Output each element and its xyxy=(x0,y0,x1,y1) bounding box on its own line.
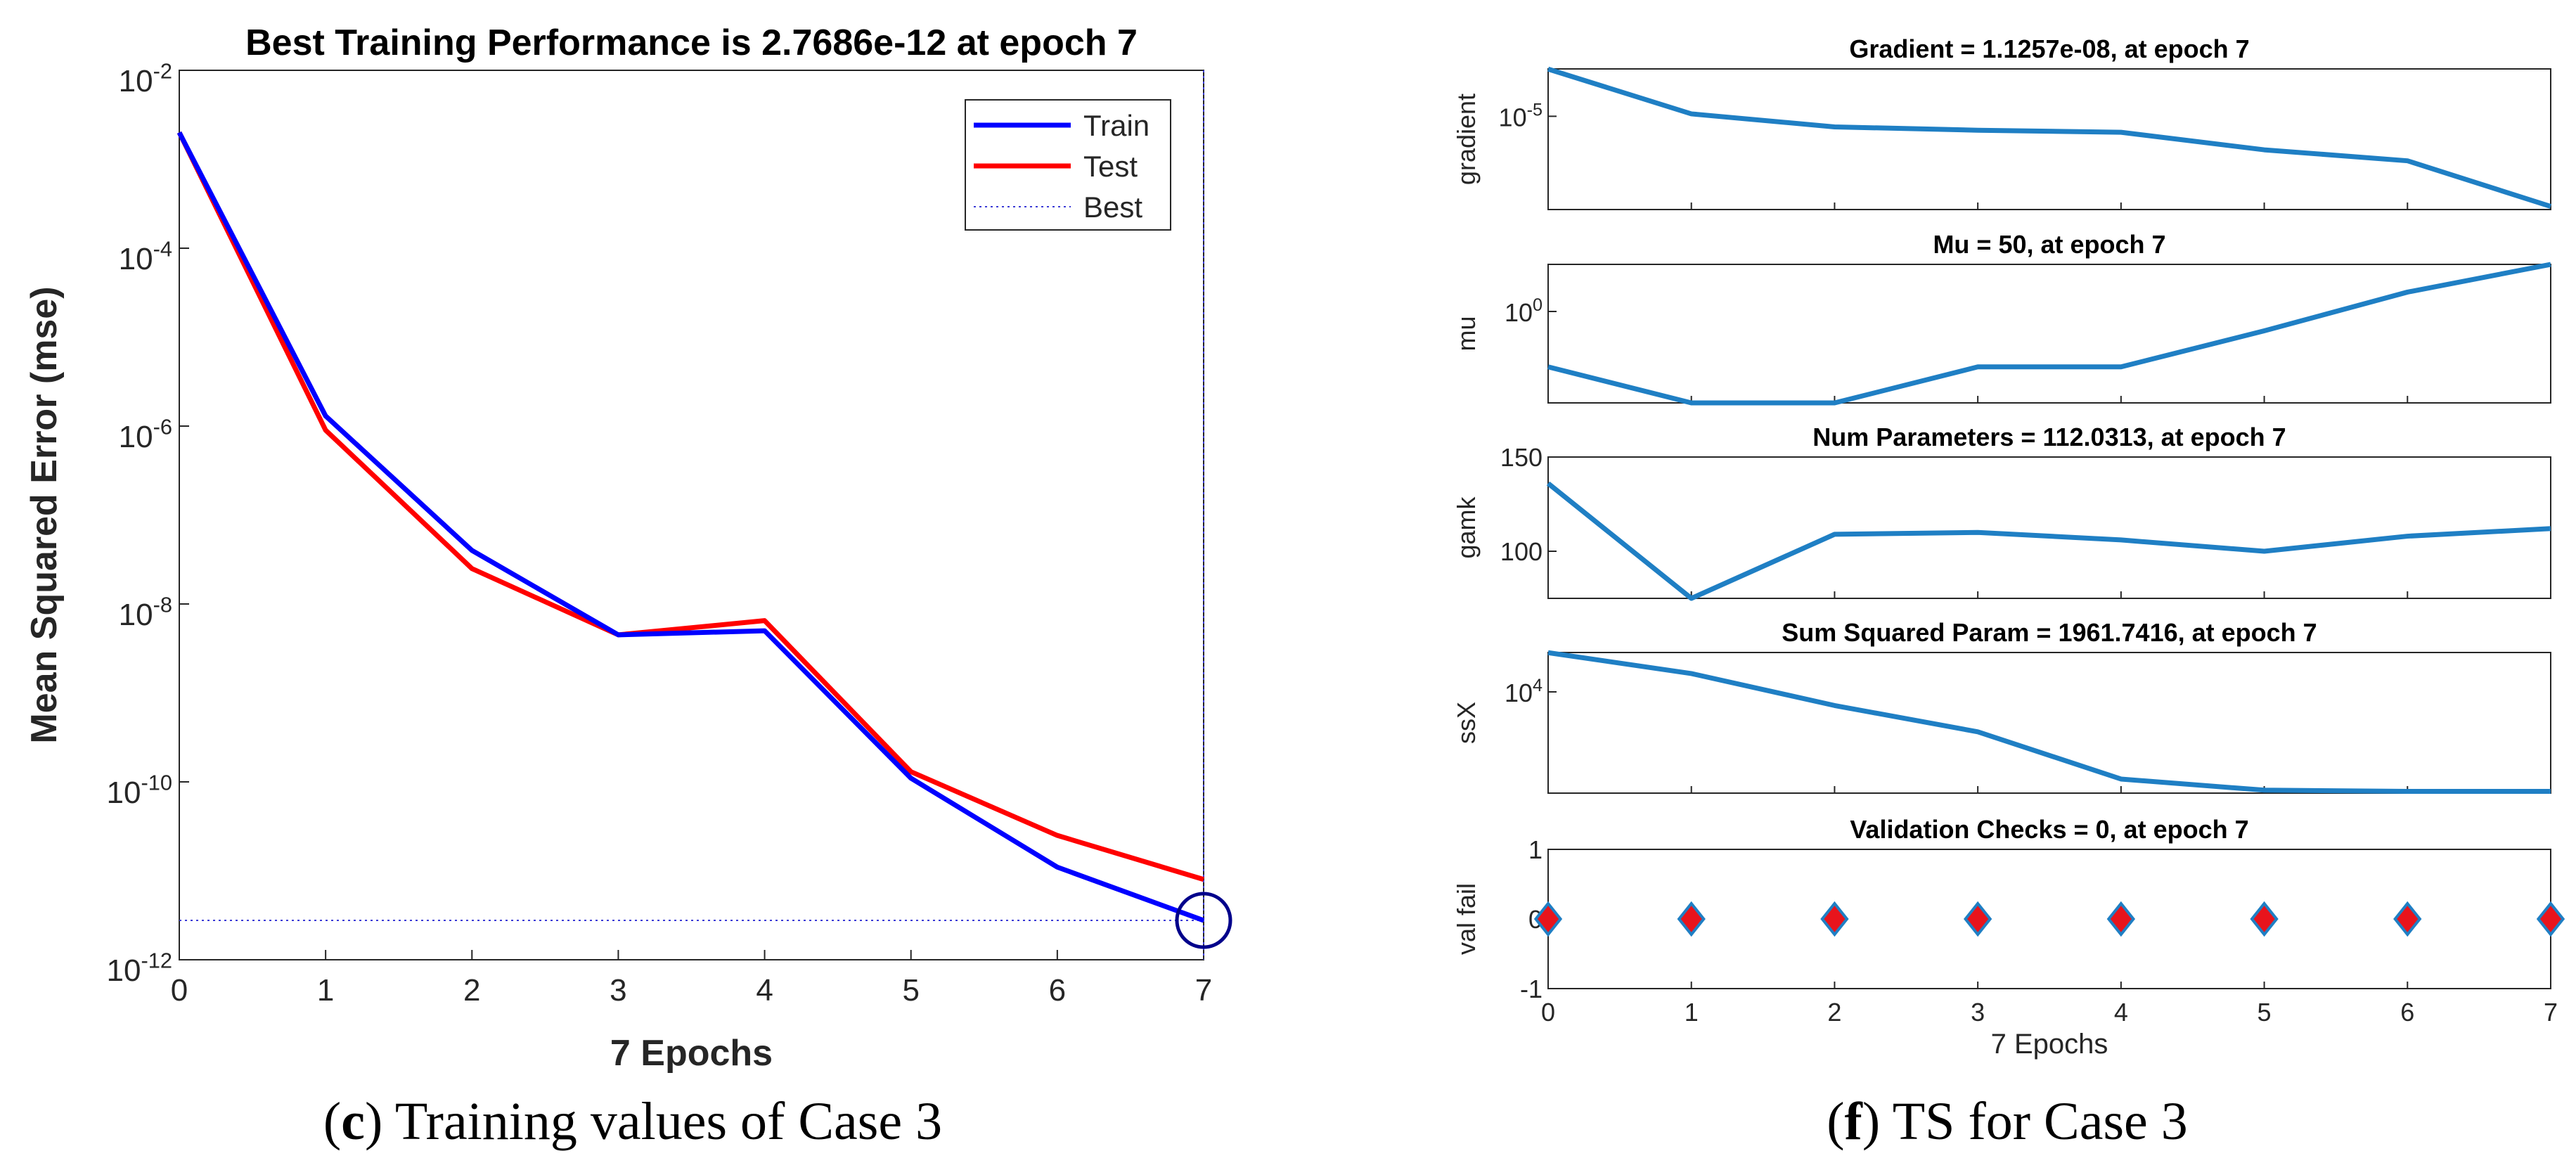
subplot-title-mu: Mu = 50, at epoch 7 xyxy=(1933,230,2165,259)
right-caption: (f) TS for Case 3 xyxy=(1827,1092,2188,1151)
subplot-mu: Mu = 50, at epoch 7 mu 100 xyxy=(1452,230,2551,406)
y-tick-label: 1 xyxy=(1528,835,1543,864)
legend-label-test: Test xyxy=(1083,150,1138,183)
subplot-xlabel-valfail: 7 Epochs xyxy=(1991,1029,2108,1060)
subplot-area-ssx xyxy=(1547,652,2551,794)
x-tick-label: 0 xyxy=(171,973,188,1008)
subplot-area-mu xyxy=(1547,264,2551,404)
subplot-area-gamk xyxy=(1547,456,2551,599)
val-fail-point xyxy=(2536,901,2565,937)
subplot-area-gradient xyxy=(1547,68,2551,210)
subplot-title-gamk: Num Parameters = 112.0313, at epoch 7 xyxy=(1812,423,2286,451)
subplot-ylabel-ssx: ssX xyxy=(1452,702,1481,744)
x-tick-label: 5 xyxy=(2258,998,2272,1027)
series-line-gradient xyxy=(1547,66,2552,209)
x-tick-label: 7 xyxy=(2544,998,2558,1027)
x-tick-label: 3 xyxy=(610,973,626,1008)
y-tick-label: -1 xyxy=(1520,975,1543,1003)
subplot-ylabel-gamk: gamk xyxy=(1452,496,1481,558)
subplot-gradient: Gradient = 1.1257e-08, at epoch 7 gradien… xyxy=(1452,34,2552,210)
val-fail-point xyxy=(2250,901,2279,937)
x-tick-label: 7 xyxy=(1195,973,1212,1008)
y-tick-label: 10-6 xyxy=(119,415,172,454)
subplot-ssx: Sum Squared Param = 1961.7416, at epoch … xyxy=(1452,618,2551,794)
val-fail-point xyxy=(1820,901,1849,937)
best-point-marker xyxy=(1175,892,1232,949)
series-line-train xyxy=(176,131,1205,923)
series-line-test xyxy=(176,131,1205,882)
subplot-title-gradient: Gradient = 1.1257e-08, at epoch 7 xyxy=(1849,34,2249,63)
x-tick-label: 3 xyxy=(1971,998,1985,1027)
series-line-mu xyxy=(1547,262,2551,406)
y-tick-label: 104 xyxy=(1505,676,1543,707)
x-tick-label: 6 xyxy=(1049,973,1066,1008)
x-tick-label: 4 xyxy=(756,973,773,1008)
subplot-gamk: Num Parameters = 112.0313, at epoch 7 gam… xyxy=(1452,423,2551,601)
val-fail-point xyxy=(2106,901,2136,937)
performance-ylabel: Mean Squared Error (mse) xyxy=(24,286,65,743)
y-tick-label: 10-5 xyxy=(1499,100,1543,131)
y-tick-label: 10-8 xyxy=(119,593,172,632)
y-tick-label: 10-2 xyxy=(119,59,172,98)
val-fail-point xyxy=(1677,901,1706,937)
y-tick-label: 150 xyxy=(1500,443,1543,472)
y-tick-label: 10-4 xyxy=(119,237,172,276)
x-tick-label: 1 xyxy=(317,973,334,1008)
val-fail-point xyxy=(1963,901,1992,937)
x-tick-label: 4 xyxy=(2114,998,2128,1027)
subplot-title-valfail: Validation Checks = 0, at epoch 7 xyxy=(1850,815,2248,844)
performance-title: Best Training Performance is 2.7686e-12 … xyxy=(245,22,1138,63)
y-tick-label: 10-10 xyxy=(107,771,172,810)
subplot-title-ssx: Sum Squared Param = 1961.7416, at epoch … xyxy=(1782,618,2317,647)
x-tick-label: 5 xyxy=(902,973,919,1008)
subplot-ylabel-valfail: val fail xyxy=(1452,883,1481,955)
val-fail-point xyxy=(2393,901,2422,937)
series-line-gamk xyxy=(1546,481,2551,601)
training-state-panel: Gradient = 1.1257e-08, at epoch 7 gradien… xyxy=(1452,34,2565,1060)
x-tick-label: 2 xyxy=(1827,998,1841,1027)
x-tick-label: 2 xyxy=(463,973,480,1008)
legend-label-train: Train xyxy=(1083,109,1149,142)
x-tick-label: 6 xyxy=(2400,998,2414,1027)
y-tick-label: 100 xyxy=(1505,295,1543,327)
subplot-ylabel-gradient: gradient xyxy=(1452,94,1481,185)
subplot-ylabel-mu: mu xyxy=(1452,316,1481,351)
subplot-valfail: Validation Checks = 0, at epoch 7 val fai… xyxy=(1452,815,2565,1060)
x-tick-label: 0 xyxy=(1541,998,1555,1027)
legend-label-best: Best xyxy=(1083,191,1142,224)
y-tick-label: 10-12 xyxy=(107,949,172,988)
series-line-ssx xyxy=(1547,650,2551,794)
left-caption: (c) Training values of Case 3 xyxy=(323,1092,942,1151)
val-fail-point xyxy=(1533,901,1563,937)
y-tick-label: 100 xyxy=(1500,537,1543,566)
performance-xlabel: 7 Epochs xyxy=(610,1033,773,1074)
x-tick-label: 1 xyxy=(1685,998,1699,1027)
performance-panel: Best Training Performance is 2.7686e-12 … xyxy=(24,22,1232,1074)
